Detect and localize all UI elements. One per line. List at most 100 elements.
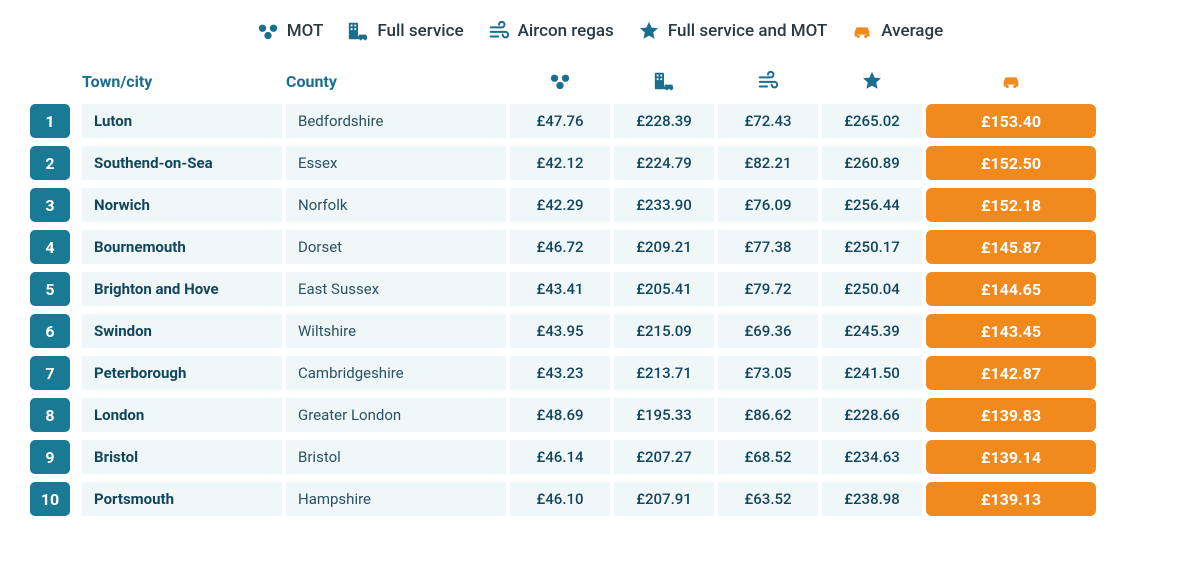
table-header: Town/city County [30,70,1170,92]
full-service-price: £224.79 [614,146,714,180]
mot-price: £43.95 [510,314,610,348]
aircon-price: £77.38 [718,230,818,264]
mot-price: £47.76 [510,104,610,138]
county-cell: Greater London [286,398,506,432]
average-price: £152.50 [926,146,1096,180]
average-price: £139.13 [926,482,1096,516]
legend-label: Average [881,21,943,41]
mot-icon [549,70,571,92]
legend-item-average: Average [851,20,943,42]
rank-badge: 1 [30,104,70,138]
col-full-service-mot [822,70,922,92]
average-price: £153.40 [926,104,1096,138]
town-cell: Norwich [82,188,282,222]
town-cell: Portsmouth [82,482,282,516]
mot-price: £48.69 [510,398,610,432]
full-service-price: £195.33 [614,398,714,432]
average-price: £139.14 [926,440,1096,474]
full-service-price: £228.39 [614,104,714,138]
col-county: County [286,72,506,91]
average-price: £145.87 [926,230,1096,264]
col-town: Town/city [82,72,282,91]
table-row: 5 Brighton and Hove East Sussex £43.41 £… [30,272,1170,306]
legend-label: Full service [377,21,463,41]
table-row: 9 Bristol Bristol £46.14 £207.27 £68.52 … [30,440,1170,474]
mot-price: £43.41 [510,272,610,306]
full-service-icon [347,20,369,42]
col-full-service [614,70,714,92]
county-cell: Bristol [286,440,506,474]
average-price: £152.18 [926,188,1096,222]
legend-label: MOT [287,21,324,41]
table-row: 4 Bournemouth Dorset £46.72 £209.21 £77.… [30,230,1170,264]
average-price: £144.65 [926,272,1096,306]
col-aircon [718,70,818,92]
table-row: 7 Peterborough Cambridgeshire £43.23 £21… [30,356,1170,390]
town-cell: Bristol [82,440,282,474]
town-cell: Peterborough [82,356,282,390]
county-cell: Hampshire [286,482,506,516]
full-service-icon [653,70,675,92]
aircon-price: £69.36 [718,314,818,348]
mot-price: £42.12 [510,146,610,180]
table-row: 3 Norwich Norfolk £42.29 £233.90 £76.09 … [30,188,1170,222]
aircon-price: £76.09 [718,188,818,222]
mot-price: £46.72 [510,230,610,264]
average-price: £142.87 [926,356,1096,390]
full-service-price: £207.27 [614,440,714,474]
rank-badge: 10 [30,482,70,516]
rank-badge: 8 [30,398,70,432]
county-cell: Bedfordshire [286,104,506,138]
town-cell: Brighton and Hove [82,272,282,306]
town-cell: Swindon [82,314,282,348]
legend-item-aircon: Aircon regas [488,20,614,42]
star-icon [638,20,660,42]
county-cell: Essex [286,146,506,180]
full-service-mot-price: £250.04 [822,272,922,306]
full-service-mot-price: £256.44 [822,188,922,222]
legend-item-full-service: Full service [347,20,463,42]
mot-price: £46.14 [510,440,610,474]
county-cell: Norfolk [286,188,506,222]
full-service-mot-price: £245.39 [822,314,922,348]
rank-badge: 3 [30,188,70,222]
full-service-mot-price: £228.66 [822,398,922,432]
full-service-mot-price: £234.63 [822,440,922,474]
pricing-table: Town/city County 1 Luton Bedfordshire £4… [30,70,1170,516]
town-cell: London [82,398,282,432]
aircon-price: £73.05 [718,356,818,390]
town-cell: Southend-on-Sea [82,146,282,180]
legend-item-mot: MOT [257,20,324,42]
mot-price: £42.29 [510,188,610,222]
legend-item-full-service-mot: Full service and MOT [638,20,827,42]
county-cell: East Sussex [286,272,506,306]
full-service-price: £209.21 [614,230,714,264]
mot-price: £46.10 [510,482,610,516]
legend-label: Full service and MOT [668,21,827,41]
rank-badge: 9 [30,440,70,474]
town-cell: Bournemouth [82,230,282,264]
aircon-icon [757,70,779,92]
full-service-price: £207.91 [614,482,714,516]
mot-icon [257,20,279,42]
car-icon [1000,70,1022,92]
legend-label: Aircon regas [518,21,614,41]
table-row: 6 Swindon Wiltshire £43.95 £215.09 £69.3… [30,314,1170,348]
full-service-price: £213.71 [614,356,714,390]
aircon-price: £63.52 [718,482,818,516]
full-service-price: £205.41 [614,272,714,306]
average-price: £143.45 [926,314,1096,348]
full-service-mot-price: £260.89 [822,146,922,180]
aircon-icon [488,20,510,42]
county-cell: Cambridgeshire [286,356,506,390]
rank-badge: 7 [30,356,70,390]
average-price: £139.83 [926,398,1096,432]
table-row: 8 London Greater London £48.69 £195.33 £… [30,398,1170,432]
full-service-mot-price: £265.02 [822,104,922,138]
rank-badge: 4 [30,230,70,264]
col-mot [510,70,610,92]
rank-badge: 6 [30,314,70,348]
car-icon [851,20,873,42]
town-cell: Luton [82,104,282,138]
col-average [926,70,1096,92]
